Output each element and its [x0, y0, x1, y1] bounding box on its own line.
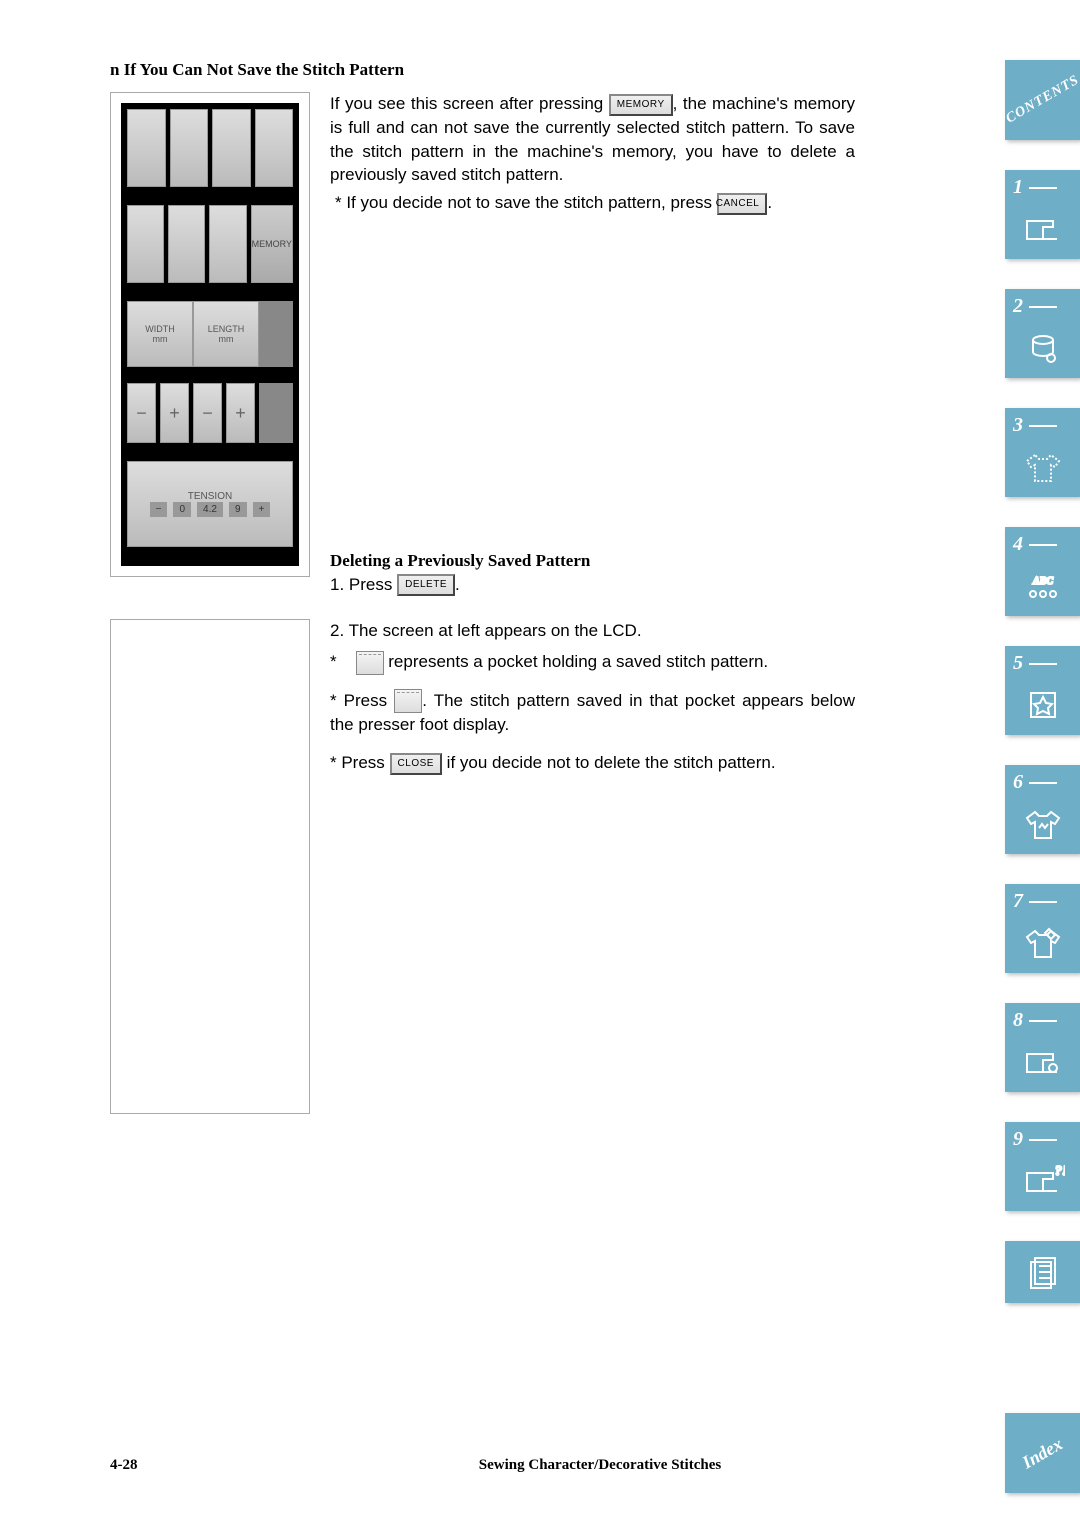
- sewing-machine-icon: [1021, 207, 1065, 251]
- lcd-width-unit: mm: [153, 334, 168, 344]
- pages-icon: [1021, 1252, 1065, 1296]
- cancel-button-inline: CANCEL: [717, 193, 768, 215]
- tab-chapter-5[interactable]: 5: [1005, 646, 1080, 735]
- lcd-tension-max: 9: [229, 502, 247, 517]
- tab-chapter-9[interactable]: 9 ?!: [1005, 1122, 1080, 1211]
- tab-contents[interactable]: CONTENTS: [1005, 60, 1080, 140]
- memory-button-inline: MEMORY: [609, 94, 673, 116]
- lcd-screenshot-2: [110, 619, 310, 1114]
- abc-pattern-icon: ABC: [1021, 564, 1065, 608]
- step-1: 1. Press DELETE.: [330, 573, 855, 597]
- bullet-pocket: * represents a pocket holding a saved st…: [330, 650, 855, 675]
- machine-settings-icon: [1021, 1040, 1065, 1084]
- lcd-length-unit: mm: [219, 334, 234, 344]
- step-2: 2. The screen at left appears on the LCD…: [330, 619, 855, 643]
- close-button-inline: CLOSE: [390, 753, 442, 775]
- pocket-icon-2: [394, 689, 422, 713]
- svg-text:ABC: ABC: [1031, 576, 1052, 587]
- lcd-tension-min: 0: [173, 502, 191, 517]
- embroidery-shirt-icon: [1021, 802, 1065, 846]
- section-heading: n If You Can Not Save the Stitch Pattern: [110, 60, 855, 80]
- lcd-tension-val: 4.2: [197, 502, 223, 517]
- bullet-press-pocket: * Press . The stitch pattern saved in th…: [330, 689, 855, 737]
- delete-button-inline: DELETE: [397, 574, 455, 596]
- svg-text:?!: ?!: [1055, 1164, 1065, 1179]
- lcd-width-label: WIDTH: [145, 324, 175, 334]
- pattern-card-icon: [1021, 683, 1065, 727]
- page-number: 4-28: [110, 1457, 345, 1474]
- tab-chapter-8[interactable]: 8: [1005, 1003, 1080, 1092]
- pocket-icon: [356, 651, 384, 675]
- tab-chapter-7[interactable]: 7: [1005, 884, 1080, 973]
- lcd-tension-label: TENSION: [188, 491, 232, 502]
- lcd-memory-label: MEMORY: [251, 205, 293, 283]
- paragraph-memory-full: If you see this screen after pressing ME…: [330, 92, 855, 187]
- note-cancel: * If you decide not to save the stitch p…: [330, 191, 855, 215]
- thread-spool-icon: [1021, 326, 1065, 370]
- tab-chapter-3[interactable]: 3: [1005, 408, 1080, 497]
- shirt-icon: [1021, 445, 1065, 489]
- tab-index[interactable]: Index: [1005, 1413, 1080, 1493]
- lcd-length-label: LENGTH: [208, 324, 245, 334]
- bullet-press-close: * Press CLOSE if you decide not to delet…: [330, 751, 855, 775]
- machine-help-icon: ?!: [1021, 1159, 1065, 1203]
- tab-chapter-6[interactable]: 6: [1005, 765, 1080, 854]
- tab-chapter-4[interactable]: 4 ABC: [1005, 527, 1080, 616]
- tab-chapter-2[interactable]: 2: [1005, 289, 1080, 378]
- tab-appendix[interactable]: [1005, 1241, 1080, 1303]
- edit-shirt-icon: [1021, 921, 1065, 965]
- sub-heading-delete: Deleting a Previously Saved Pattern: [330, 549, 855, 573]
- footer-title: Sewing Character/Decorative Stitches: [345, 1457, 855, 1474]
- lcd-screenshot-1: MEMORY WIDTH mm LENGTH mm −+−+: [110, 92, 310, 577]
- tab-chapter-1[interactable]: 1: [1005, 170, 1080, 259]
